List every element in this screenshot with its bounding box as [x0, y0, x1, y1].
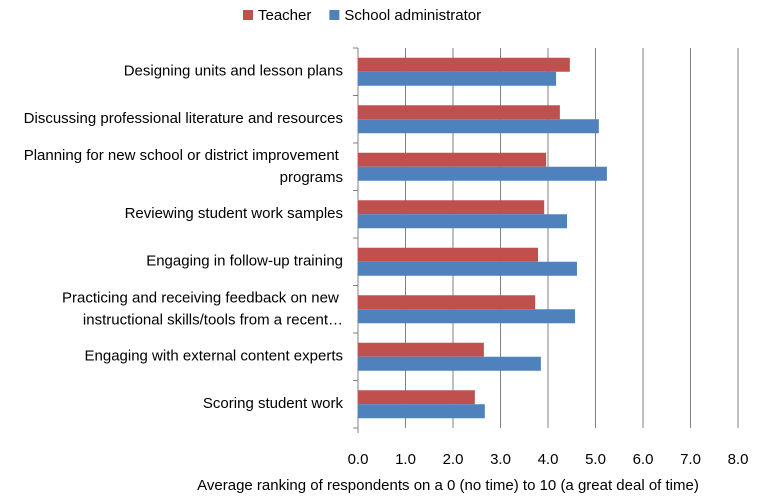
y-tick-label: Engaging with external content experts	[85, 348, 344, 365]
bar	[358, 119, 599, 134]
legend-label: School administrator	[344, 7, 481, 24]
bar	[358, 200, 545, 215]
x-tick-label: 0.0	[348, 451, 369, 468]
x-tick-label: 5.0	[585, 451, 606, 468]
bar	[358, 166, 607, 181]
x-tick-label: 7.0	[680, 451, 701, 468]
bar	[358, 57, 570, 72]
x-tick-label: 1.0	[395, 451, 416, 468]
legend-label: Teacher	[258, 7, 311, 24]
x-tick-label: 3.0	[490, 451, 511, 468]
bar	[358, 404, 485, 419]
y-tick-label: Discussing professional literature and r…	[24, 110, 343, 127]
bar	[358, 261, 577, 276]
bar	[358, 342, 484, 357]
x-axis-label: Average ranking of respondents on a 0 (n…	[197, 477, 699, 494]
y-tick-label: Engaging in follow-up training	[146, 253, 343, 270]
x-tick-label: 2.0	[443, 451, 464, 468]
y-tick-label: Scoring student work	[203, 395, 344, 412]
y-tick-label: Practicing and receiving feedback on new…	[62, 289, 343, 328]
bar	[358, 214, 567, 229]
bar	[358, 356, 541, 371]
y-tick-label: Reviewing student work samples	[125, 205, 343, 222]
y-tick-label: Designing units and lesson plans	[124, 63, 343, 80]
bar	[358, 152, 547, 167]
bar	[358, 295, 536, 310]
bar	[358, 105, 560, 120]
x-tick-label: 4.0	[538, 451, 559, 468]
bar	[358, 247, 539, 262]
x-tick-label: 6.0	[633, 451, 654, 468]
bar	[358, 390, 475, 405]
bar	[358, 71, 557, 86]
legend-swatch	[329, 10, 340, 20]
x-tick-label: 8.0	[728, 451, 749, 468]
y-tick-label: Planning for new school or district impr…	[24, 147, 343, 186]
bar	[358, 309, 576, 324]
legend-swatch	[243, 10, 253, 20]
